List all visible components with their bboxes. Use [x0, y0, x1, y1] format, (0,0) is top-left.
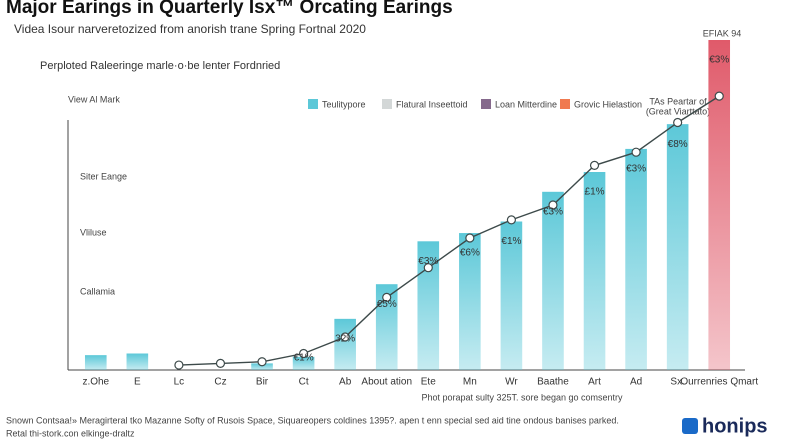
legend-swatch	[560, 99, 570, 109]
bar-annotation: €3%	[418, 256, 438, 267]
bar-annotation: €3%	[543, 206, 563, 217]
line-marker	[382, 292, 392, 302]
side-label: Siter Eange	[80, 171, 127, 181]
x-tick-label: Ab	[339, 377, 352, 388]
x-tick-label: Ad	[630, 377, 642, 388]
legend-label: Teulitypore	[322, 99, 366, 109]
bar	[417, 241, 440, 370]
line-marker	[298, 348, 309, 359]
legend-swatch	[481, 99, 491, 109]
bar	[459, 233, 481, 370]
bar	[84, 355, 107, 370]
bar	[251, 363, 273, 370]
legend-label: Flatural Inseettoid	[396, 99, 468, 109]
annotation: Perploted Raleeringe marle·o·be lenter F…	[40, 60, 280, 72]
line-marker	[631, 147, 641, 157]
bar	[292, 356, 315, 370]
line-marker	[548, 200, 558, 210]
x-tick-label: Mn	[463, 377, 477, 388]
line-marker	[714, 91, 724, 101]
x-tick-label: About ation	[361, 377, 412, 388]
x-tick-label: Ct	[299, 377, 309, 388]
legend-swatch	[308, 99, 318, 109]
bar	[500, 221, 523, 370]
x-tick-label: Sx.	[670, 377, 684, 388]
line-marker	[174, 360, 184, 370]
legend-label: Grovic Hielastion	[574, 99, 642, 109]
x-tick-label: Wr	[505, 377, 518, 388]
x-tick-label: Ete	[421, 377, 436, 388]
bar-annotation: 32%	[335, 333, 355, 344]
x-tick-label: Lc	[174, 377, 185, 388]
line-marker	[340, 332, 350, 342]
bar	[542, 191, 564, 370]
side-label: Vliluse	[80, 227, 107, 237]
x-tick-label: Baathe	[537, 377, 569, 388]
footer: Retal thi-stork.con elkinge-draltz	[6, 428, 135, 438]
bar-annotation: £1%	[585, 187, 605, 198]
bar-annotation: €5%	[377, 299, 397, 310]
bar	[583, 172, 606, 370]
x-tick-label: Bir	[256, 377, 269, 388]
bar-annotation: €8%	[668, 139, 688, 150]
x-tick-label: E	[134, 377, 141, 388]
bar-annotation: €3%	[709, 55, 729, 66]
side-label: Callamia	[80, 286, 115, 296]
x-tick-label: Art	[588, 377, 601, 388]
line-marker	[506, 215, 517, 225]
bar	[708, 40, 731, 370]
line-marker	[465, 233, 475, 243]
top-label: EFIAK 94	[703, 28, 742, 38]
legend-swatch	[382, 99, 392, 109]
bar	[666, 124, 689, 371]
bar	[625, 148, 647, 370]
chart-title: Major Earings in Quarterly Isx™ Orcating…	[6, 0, 453, 18]
chart-subtitle: Videa Isour narveretozized from anorish …	[14, 22, 366, 36]
bar-annotation: €3%	[626, 164, 646, 175]
logo-icon	[682, 418, 698, 434]
bar-annotation: €1%	[501, 236, 521, 247]
bar	[375, 284, 398, 370]
line-marker	[215, 358, 226, 368]
footer: Snown Contsaa!» Meragirteral tko Mazanne…	[6, 415, 619, 425]
line	[178, 95, 720, 366]
bar	[126, 353, 149, 370]
x-tick-label: Cz	[214, 377, 226, 388]
line-marker	[673, 117, 683, 128]
side-label: View Al Mark	[68, 94, 120, 104]
logo: honips	[702, 415, 768, 437]
bar-annotation: €1%	[294, 353, 314, 364]
x-axis-label: Phot porapat sulty 325T. sore began go c…	[421, 392, 623, 402]
right-note: TAs Peartar of	[649, 96, 707, 106]
line-marker	[589, 160, 600, 170]
line-marker	[257, 357, 267, 367]
x-tick-label: Ourrenries Qmart	[680, 377, 758, 388]
bar-annotation: €6%	[460, 248, 480, 259]
x-tick-label: z.Ohe	[82, 377, 109, 388]
right-note: (Great Viarttato)	[646, 106, 710, 116]
legend-label: Loan Mitterdine	[495, 99, 557, 109]
line-marker	[423, 263, 433, 273]
